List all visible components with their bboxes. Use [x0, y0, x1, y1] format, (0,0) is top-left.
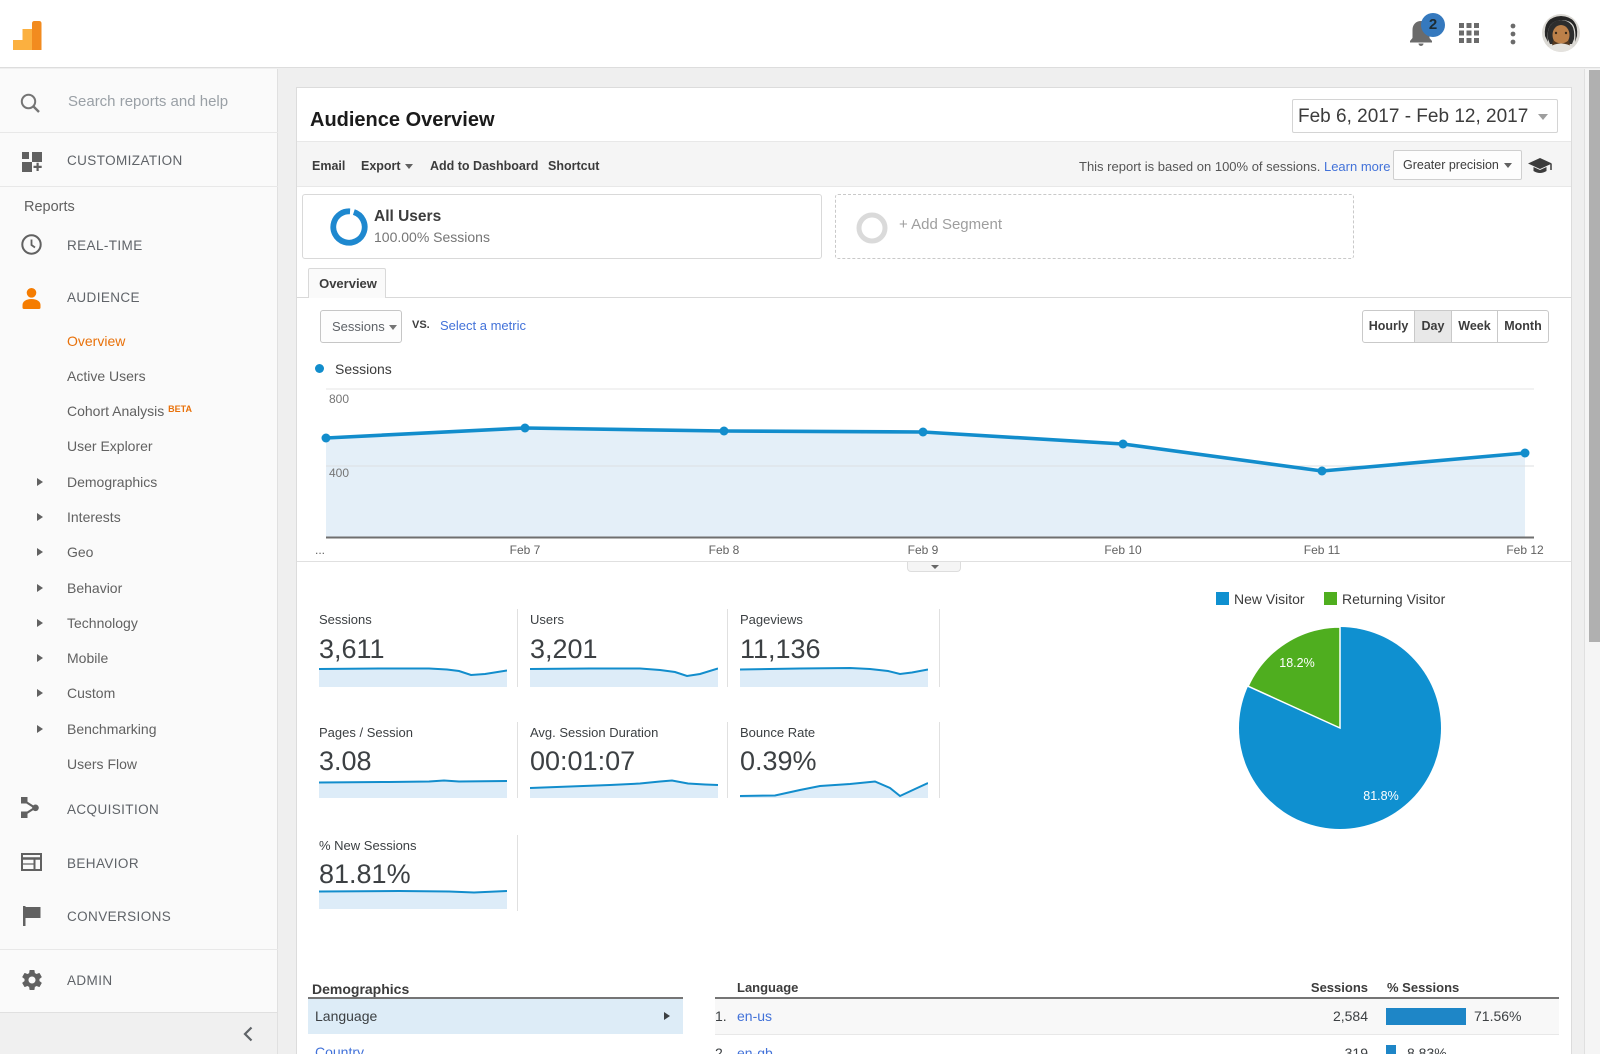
- svg-text:81.8%: 81.8%: [1363, 789, 1398, 803]
- svg-text:18.2%: 18.2%: [1279, 656, 1314, 670]
